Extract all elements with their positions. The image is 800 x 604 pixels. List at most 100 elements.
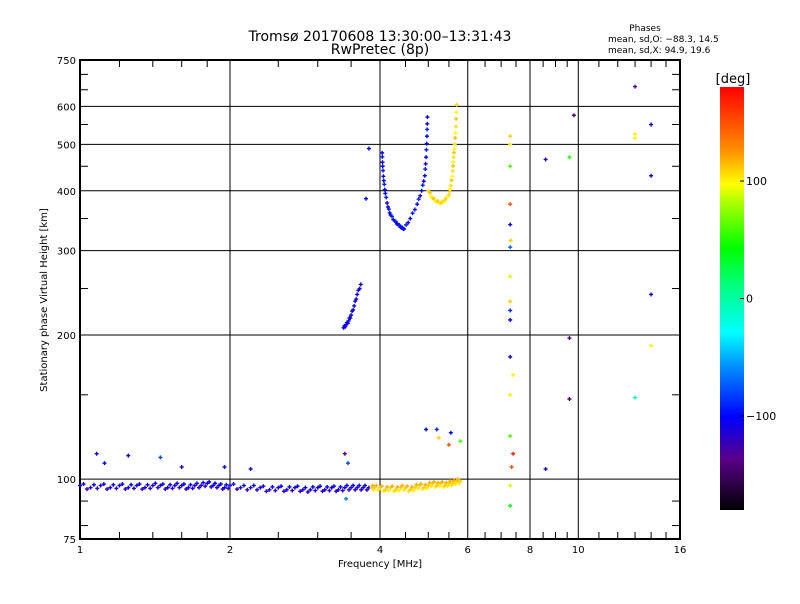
data-point [567, 397, 572, 402]
data-point [567, 155, 572, 160]
data-point [303, 485, 308, 490]
data-point [355, 292, 360, 297]
data-point [224, 482, 229, 487]
data-point [457, 481, 462, 486]
data-point [423, 161, 428, 166]
data-point [153, 481, 158, 486]
x-tick-label: 8 [527, 545, 533, 556]
data-point [160, 482, 165, 487]
data-point [389, 214, 394, 219]
data-point [359, 487, 364, 492]
data-point [349, 485, 354, 490]
data-point [400, 483, 405, 488]
data-point [385, 201, 390, 206]
data-point [449, 178, 454, 183]
data-point [380, 150, 385, 155]
x-tick-label: 2 [227, 545, 233, 556]
data-point [386, 207, 391, 212]
data-point [411, 488, 416, 493]
colorbar-label: [deg] [716, 72, 751, 87]
colorbar-tick-label: 100 [746, 175, 767, 188]
data-point [442, 198, 447, 203]
y-tick-label: 400 [57, 187, 76, 198]
chart-title: Tromsø 20170608 13:30:00–13:31:43 [248, 29, 512, 45]
data-point [222, 485, 227, 490]
x-tick-label: 6 [465, 545, 471, 556]
data-point [284, 487, 289, 492]
data-point [380, 154, 385, 159]
data-point [412, 207, 417, 212]
data-point [431, 196, 436, 201]
data-point [123, 487, 128, 492]
data-point [276, 485, 281, 490]
data-point [454, 110, 459, 115]
data-point [261, 484, 266, 489]
data-point [431, 479, 436, 484]
data-point [255, 487, 260, 492]
data-point [126, 485, 131, 490]
data-point [364, 196, 369, 201]
data-point [454, 479, 459, 484]
stats-heading: Phases [629, 24, 661, 34]
data-point [371, 487, 376, 492]
data-point [336, 487, 341, 492]
data-point [148, 486, 153, 491]
data-point [440, 479, 445, 484]
data-point [279, 484, 284, 489]
data-point [418, 193, 423, 198]
data-point [453, 124, 458, 129]
data-point [308, 487, 313, 492]
data-point [248, 467, 253, 472]
data-point [395, 484, 400, 489]
data-point [406, 220, 411, 225]
data-point [419, 188, 424, 193]
y-tick-label: 75 [63, 535, 76, 546]
data-point [446, 442, 451, 447]
data-point [382, 182, 387, 187]
data-point [163, 487, 168, 492]
data-point [351, 307, 356, 312]
x-tick-label: 1 [77, 545, 83, 556]
data-point [179, 483, 184, 488]
data-point [396, 488, 401, 493]
data-point [508, 354, 513, 359]
data-point [425, 115, 430, 120]
data-point [418, 482, 423, 487]
data-point [228, 483, 232, 488]
data-point [393, 487, 398, 492]
data-point [424, 134, 429, 139]
data-point [423, 167, 428, 172]
data-point [381, 168, 386, 173]
data-point [322, 487, 327, 492]
data-point [338, 484, 343, 489]
data-point [385, 204, 390, 209]
data-point [445, 484, 450, 489]
data-point [426, 483, 431, 488]
y-tick-label: 300 [57, 247, 76, 258]
data-point [325, 484, 330, 489]
data-point [571, 113, 576, 118]
data-point [458, 439, 463, 444]
data-point [287, 484, 292, 489]
data-point [455, 477, 460, 482]
data-point [137, 482, 142, 487]
data-point [445, 195, 450, 200]
data-point [207, 479, 212, 484]
data-point [78, 483, 82, 488]
data-point [305, 490, 310, 495]
data-point [427, 480, 432, 485]
data-point [102, 461, 107, 466]
data-point [422, 173, 427, 178]
data-point [437, 484, 442, 489]
data-point [364, 487, 369, 492]
data-point [248, 485, 253, 490]
data-point [452, 142, 457, 147]
data-point [448, 183, 453, 188]
data-point [436, 435, 441, 440]
data-point [348, 316, 353, 321]
data-point [415, 486, 420, 491]
colorbar-tick-label: 0 [746, 293, 753, 306]
data-point [427, 190, 432, 195]
y-tick-label: 100 [57, 475, 76, 486]
